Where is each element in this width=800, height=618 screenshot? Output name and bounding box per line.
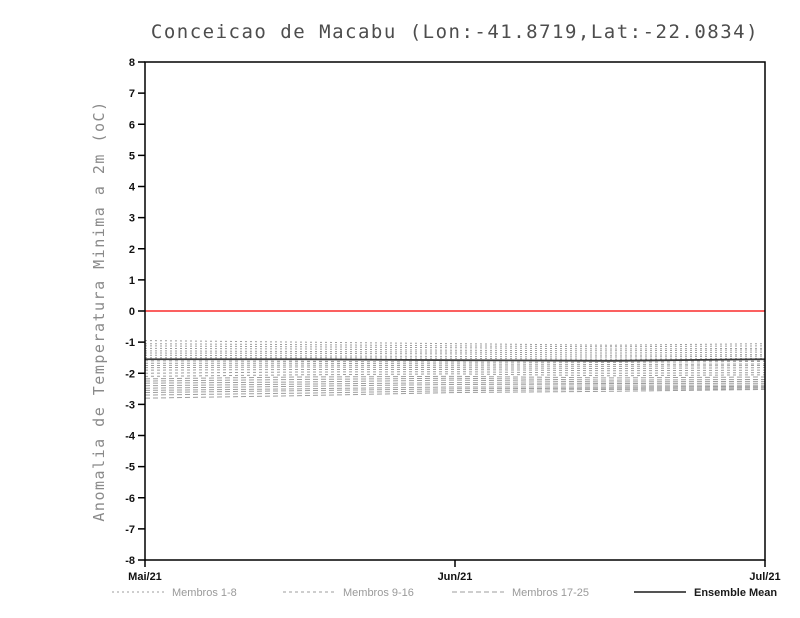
y-tick-label: -8 xyxy=(125,555,135,567)
y-tick-label: -1 xyxy=(125,337,135,349)
y-tick-label: 1 xyxy=(129,275,135,287)
x-tick-label: Mai/21 xyxy=(128,571,162,583)
y-tick-label: -3 xyxy=(125,399,135,411)
ensemble-mean-line xyxy=(145,358,766,362)
ensemble-member-line xyxy=(144,369,766,372)
x-tick-label: Jun/21 xyxy=(438,571,473,583)
y-tick-label: -6 xyxy=(125,493,135,505)
y-tick-label: 8 xyxy=(129,57,135,69)
ensemble-member-line xyxy=(144,382,766,387)
ensemble-member-line xyxy=(144,385,766,391)
ensemble-member-line xyxy=(144,360,766,363)
ensemble-member-line xyxy=(144,388,766,396)
ensemble-member-line xyxy=(144,352,766,356)
ensemble-member-line xyxy=(144,373,766,377)
y-tick-label: -4 xyxy=(125,431,136,443)
ensemble-member-line xyxy=(144,377,766,382)
chart-title: Conceicao de Macabu (Lon:-41.8719,Lat:-2… xyxy=(151,21,759,43)
ensemble-member-line xyxy=(144,354,766,358)
ensemble-member-line xyxy=(144,388,766,399)
y-axis-label: Anomalia de Temperatura Minima a 2m (oC) xyxy=(90,100,108,521)
y-tick-label: -7 xyxy=(125,524,135,536)
y-tick-label: 5 xyxy=(129,150,135,162)
ensemble-member-line xyxy=(144,343,766,348)
x-tick-label: Jul/21 xyxy=(749,571,780,583)
ensemble-member-line xyxy=(144,383,765,389)
legend-label: Membros 17-25 xyxy=(512,587,589,599)
ensemble-member-line xyxy=(144,345,766,350)
y-tick-label: 0 xyxy=(129,306,135,318)
y-tick-label: 6 xyxy=(129,119,135,131)
y-tick-label: 4 xyxy=(129,182,136,194)
ensemble-member-line xyxy=(144,371,766,374)
ensemble-member-line xyxy=(144,350,766,354)
ensemble-member-line xyxy=(144,340,766,346)
legend-label: Membros 9-16 xyxy=(343,587,414,599)
legend-label: Membros 1-8 xyxy=(172,587,237,599)
y-tick-label: -5 xyxy=(125,462,135,474)
ensemble-member-line xyxy=(144,366,766,370)
ensemble-member-line xyxy=(144,375,766,380)
ensemble-member-line xyxy=(144,379,766,384)
y-tick-label: 3 xyxy=(129,213,135,225)
legend-label: Ensemble Mean xyxy=(694,587,777,599)
ensemble-member-line xyxy=(144,364,766,367)
ensemble-member-line xyxy=(144,387,766,394)
ensemble-member-line xyxy=(145,362,766,366)
y-tick-label: -2 xyxy=(125,368,135,380)
y-tick-label: 2 xyxy=(129,244,135,256)
y-tick-label: 7 xyxy=(129,88,135,100)
ensemble-member-line xyxy=(144,347,766,352)
ensemble-member-line xyxy=(145,357,766,360)
